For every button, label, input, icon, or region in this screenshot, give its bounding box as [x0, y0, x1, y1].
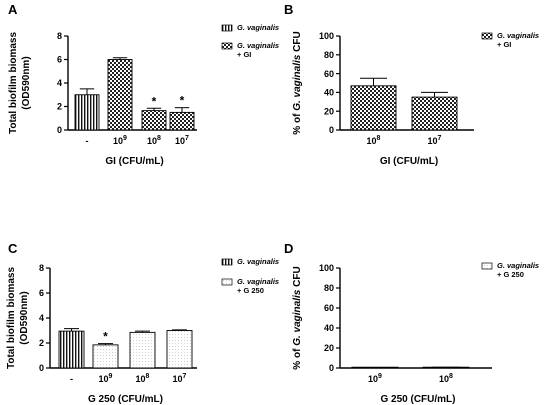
y-tick-label: 8 [39, 263, 44, 273]
y-tick-label: 8 [57, 31, 62, 41]
y-axis-unit: (OD590nm) [21, 56, 32, 109]
panel-c: C 0 2 4 6 8 - 109 * 108 107 G 250 (CFU/mL) Total bio… [6, 241, 279, 405]
y-tick-label: 6 [57, 55, 62, 65]
panel-d: D 0 20 40 60 80 100 109 108 G 250 (CFU/mL) % of G.… [284, 241, 539, 405]
legend-label: G. vaginalis [497, 261, 539, 270]
legend-swatch [221, 258, 233, 266]
x-tick-label: - [70, 374, 73, 384]
y-tick-label: 80 [324, 283, 334, 293]
x-axis-title: G 250 (CFU/mL) [380, 394, 455, 405]
x-tick-label: 109 [368, 373, 382, 384]
y-tick-label: 60 [324, 69, 334, 79]
bar [166, 330, 193, 369]
panel-b: B 0 20 40 60 80 100 108 107 GI (CFU/mL) % of G. va… [284, 2, 539, 167]
x-axis-title: GI (CFU/mL) [105, 156, 163, 167]
bar [169, 111, 195, 131]
panel-a: A 0 2 4 6 8 - 109 108 * 107 * GI (CFU/mL) Total biofi… [8, 2, 279, 167]
panel-letter: A [8, 2, 18, 17]
x-tick-label: 108 [439, 373, 453, 384]
y-tick-label: 2 [39, 338, 44, 348]
bar [107, 59, 133, 131]
significance-marker: * [180, 94, 185, 108]
x-tick-label: 108 [147, 135, 161, 146]
x-tick-label: 109 [113, 135, 127, 146]
significance-marker: * [103, 330, 108, 344]
bar [74, 94, 100, 131]
legend-swatch [221, 24, 233, 32]
y-tick-label: 4 [57, 78, 62, 88]
legend-label-suffix: + GI [237, 50, 251, 59]
y-tick-label: 4 [39, 313, 44, 323]
legend-label-suffix: + G 250 [237, 286, 264, 295]
bar [141, 110, 167, 131]
panel-letter: C [8, 241, 18, 256]
y-tick-label: 2 [57, 102, 62, 112]
legend-label: G. vaginalis [497, 31, 539, 40]
x-axis-title: G 250 (CFU/mL) [88, 394, 163, 405]
y-tick-label: 40 [324, 88, 334, 98]
y-tick-label: 100 [319, 263, 334, 273]
x-tick-label: - [86, 136, 89, 146]
legend-label: G. vaginalis [237, 41, 279, 50]
legend-label: G. vaginalis [237, 23, 279, 32]
bar [129, 331, 156, 369]
legend-swatch [221, 42, 233, 50]
y-axis-unit: (OD590nm) [19, 291, 30, 344]
y-axis-title: Total biofilm biomass [6, 267, 17, 369]
x-tick-label: 108 [136, 373, 150, 384]
y-tick-label: 6 [39, 288, 44, 298]
y-axis-title: Total biofilm biomass [8, 32, 19, 134]
x-tick-label: 108 [367, 135, 381, 146]
legend-swatch [481, 262, 493, 270]
legend-label: G. vaginalis [237, 257, 279, 266]
y-tick-label: 80 [324, 50, 334, 60]
x-axis-title: GI (CFU/mL) [380, 156, 438, 167]
y-tick-label: 60 [324, 303, 334, 313]
x-tick-label: 107 [428, 135, 442, 146]
y-axis-title: % of G. vaginalis CFU [292, 31, 303, 134]
legend-label-suffix: + G 250 [497, 270, 524, 279]
legend-swatch [481, 32, 493, 40]
legend-label-suffix: + GI [497, 40, 511, 49]
y-tick-label: 0 [57, 125, 62, 135]
bar [411, 96, 458, 131]
x-tick-label: 109 [99, 373, 113, 384]
bar [58, 330, 85, 369]
significance-marker: * [152, 94, 157, 108]
y-tick-label: 20 [324, 343, 334, 353]
y-tick-label: 100 [319, 31, 334, 41]
panel-letter: B [284, 2, 293, 17]
y-axis-title: % of G. vaginalis CFU [292, 266, 303, 369]
y-tick-label: 20 [324, 106, 334, 116]
y-tick-label: 0 [329, 363, 334, 373]
y-tick-label: 40 [324, 323, 334, 333]
panel-letter: D [284, 241, 293, 256]
legend-label: G. vaginalis [237, 277, 279, 286]
bar [350, 85, 397, 131]
y-tick-label: 0 [329, 125, 334, 135]
x-tick-label: 107 [173, 373, 187, 384]
y-tick-label: 0 [39, 363, 44, 373]
bar [92, 344, 119, 369]
legend-swatch [221, 278, 233, 286]
x-tick-label: 107 [175, 135, 189, 146]
